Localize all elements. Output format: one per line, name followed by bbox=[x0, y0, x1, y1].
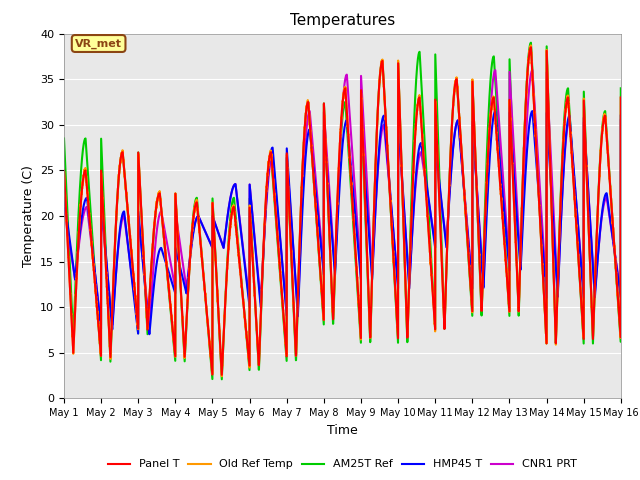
AM25T Ref bbox=[322, 144, 330, 150]
CNR1 PRT bbox=[617, 117, 625, 123]
AM25T Ref bbox=[60, 135, 68, 141]
Panel T bbox=[616, 329, 624, 335]
X-axis label: Time: Time bbox=[327, 424, 358, 437]
Legend: Panel T, Old Ref Temp, AM25T Ref, HMP45 T, CNR1 PRT: Panel T, Old Ref Temp, AM25T Ref, HMP45 … bbox=[104, 455, 581, 474]
HMP45 T bbox=[436, 190, 444, 195]
CNR1 PRT bbox=[436, 192, 444, 198]
HMP45 T bbox=[617, 113, 625, 119]
CNR1 PRT bbox=[499, 171, 507, 177]
CNR1 PRT bbox=[467, 269, 475, 275]
Line: AM25T Ref: AM25T Ref bbox=[64, 43, 621, 379]
CNR1 PRT bbox=[161, 225, 168, 230]
Text: VR_met: VR_met bbox=[75, 38, 122, 48]
Old Ref Temp bbox=[60, 170, 68, 176]
HMP45 T bbox=[616, 291, 624, 297]
Panel T bbox=[499, 218, 507, 224]
Old Ref Temp bbox=[436, 226, 444, 231]
HMP45 T bbox=[467, 273, 475, 279]
HMP45 T bbox=[161, 254, 168, 260]
AM25T Ref bbox=[436, 206, 444, 212]
CNR1 PRT bbox=[145, 322, 153, 328]
AM25T Ref bbox=[616, 333, 624, 339]
Old Ref Temp bbox=[617, 95, 625, 101]
Old Ref Temp bbox=[527, 43, 534, 48]
Line: Old Ref Temp: Old Ref Temp bbox=[64, 46, 621, 376]
AM25T Ref bbox=[499, 204, 507, 209]
AM25T Ref bbox=[218, 376, 226, 382]
HMP45 T bbox=[145, 331, 153, 337]
AM25T Ref bbox=[527, 40, 535, 46]
Panel T bbox=[160, 235, 168, 241]
Line: CNR1 PRT: CNR1 PRT bbox=[64, 70, 621, 325]
Panel T bbox=[218, 372, 226, 378]
AM25T Ref bbox=[160, 237, 168, 242]
Old Ref Temp bbox=[467, 295, 475, 301]
Old Ref Temp bbox=[499, 218, 507, 224]
CNR1 PRT bbox=[322, 135, 330, 141]
Line: HMP45 T: HMP45 T bbox=[64, 111, 621, 334]
Panel T bbox=[436, 226, 444, 232]
Panel T bbox=[467, 293, 475, 299]
HMP45 T bbox=[60, 195, 68, 201]
Panel T bbox=[617, 95, 625, 100]
Title: Temperatures: Temperatures bbox=[290, 13, 395, 28]
Old Ref Temp bbox=[218, 373, 226, 379]
Old Ref Temp bbox=[616, 327, 624, 333]
Panel T bbox=[322, 143, 330, 149]
Old Ref Temp bbox=[160, 236, 168, 241]
Panel T bbox=[60, 168, 68, 173]
CNR1 PRT bbox=[616, 287, 624, 293]
HMP45 T bbox=[322, 151, 330, 156]
Panel T bbox=[527, 45, 535, 50]
AM25T Ref bbox=[617, 85, 625, 91]
HMP45 T bbox=[529, 108, 536, 114]
CNR1 PRT bbox=[529, 67, 536, 73]
CNR1 PRT bbox=[60, 204, 68, 210]
Line: Panel T: Panel T bbox=[64, 48, 621, 375]
HMP45 T bbox=[499, 193, 507, 199]
Old Ref Temp bbox=[322, 141, 330, 146]
AM25T Ref bbox=[467, 297, 475, 303]
Y-axis label: Temperature (C): Temperature (C) bbox=[22, 165, 35, 267]
